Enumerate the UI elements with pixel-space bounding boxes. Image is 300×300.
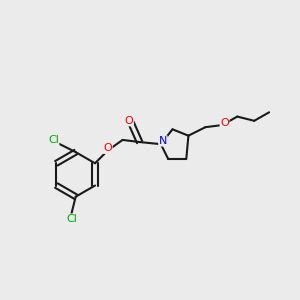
Text: O: O — [220, 118, 229, 128]
Text: Cl: Cl — [48, 135, 59, 146]
Text: O: O — [124, 116, 133, 126]
Text: Cl: Cl — [66, 214, 77, 224]
Text: O: O — [103, 143, 112, 153]
Text: N: N — [159, 136, 167, 146]
